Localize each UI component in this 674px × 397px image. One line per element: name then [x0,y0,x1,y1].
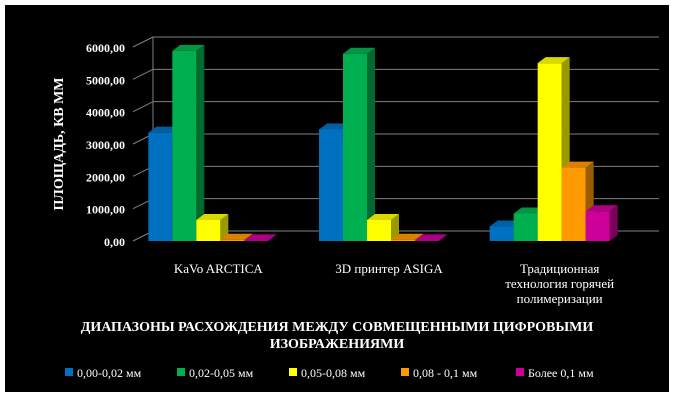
bar-top-5 [415,234,447,241]
grid-depth-line [132,101,154,113]
legend-swatch-5 [516,368,524,376]
bar-side-3 [220,213,229,241]
bar-series-4 [391,239,415,241]
y-tick-label: 1000,00 [86,203,125,217]
bar-series-3 [196,219,221,241]
legend-label-5: Более 0,1 мм [528,366,594,380]
x-category-label: Традиционная технология горячей полимериза… [505,261,614,306]
bar-top-4 [561,161,594,168]
bar-series-4 [561,167,586,241]
bar-series-3 [367,219,391,241]
bar-top-3 [196,213,229,220]
legend-label-3: 0,05-0,08 мм [301,366,366,380]
y-tick-label: 0,00 [104,235,125,249]
legend-swatch-3 [289,368,297,376]
bar-series-3 [537,63,562,241]
legend-swatch-2 [177,368,185,376]
y-tick-label: 4000,00 [86,106,125,120]
bar-side-2 [196,44,205,241]
bar-top-3 [537,57,570,64]
bar-series-2 [513,213,538,241]
bar-top-2 [343,47,375,54]
bar-series-5 [585,211,610,241]
bar-side-5 [609,205,618,241]
legend-label-2: 0,02-0,05 мм [189,366,254,380]
bar-chart: 0,00 1000,00 2000,00 3000,00 4000,00 5000,00 6… [52,36,659,380]
chart-area: 0,00 1000,00 2000,00 3000,00 4000,00 5000,00 6… [5,5,669,392]
y-tick-label: 3000,00 [86,138,125,152]
bar-series-2 [343,53,367,241]
bar-side-2 [367,47,375,241]
bar-side-5 [268,234,277,241]
x-category-label: 3D принтер ASIGA [335,261,443,276]
bar-series-1 [489,226,514,241]
y-axis-title: ПЛОЩАДЬ, КВ ММ [52,78,67,211]
bar-series-1 [319,129,343,241]
legend-label-1: 0,00-0,02 мм [77,366,142,380]
bar-top-4 [220,233,253,240]
y-tick-label: 2000,00 [86,170,125,184]
bar-series-2 [172,50,197,241]
grid-depth-line [132,36,154,48]
y-tick-label: 5000,00 [86,73,125,87]
bar-side-3 [391,213,399,241]
grid-depth-line [132,68,154,80]
bar-top-4 [391,233,423,240]
bar-top-2 [172,44,205,51]
legend-swatch-1 [65,368,73,376]
legend-swatch-4 [401,368,409,376]
bar-top-3 [367,213,399,220]
bar-top-5 [244,234,277,241]
x-category-label: KaVo ARCTICA [174,261,264,276]
bar-series-5 [244,240,269,241]
y-tick-label: 6000,00 [86,41,125,55]
bar-series-5 [415,240,439,241]
bar-top-5 [585,205,618,212]
legend-label-4: 0,08 - 0,1 мм [413,366,478,380]
bar-side-5 [439,234,447,241]
bar-series-4 [220,239,245,241]
x-axis-title: ДИАПАЗОНЫ РАСХОЖДЕНИЯ МЕЖДУ СОВМЕЩЕННЫМИ… [81,320,594,352]
bar-series-1 [148,132,173,241]
